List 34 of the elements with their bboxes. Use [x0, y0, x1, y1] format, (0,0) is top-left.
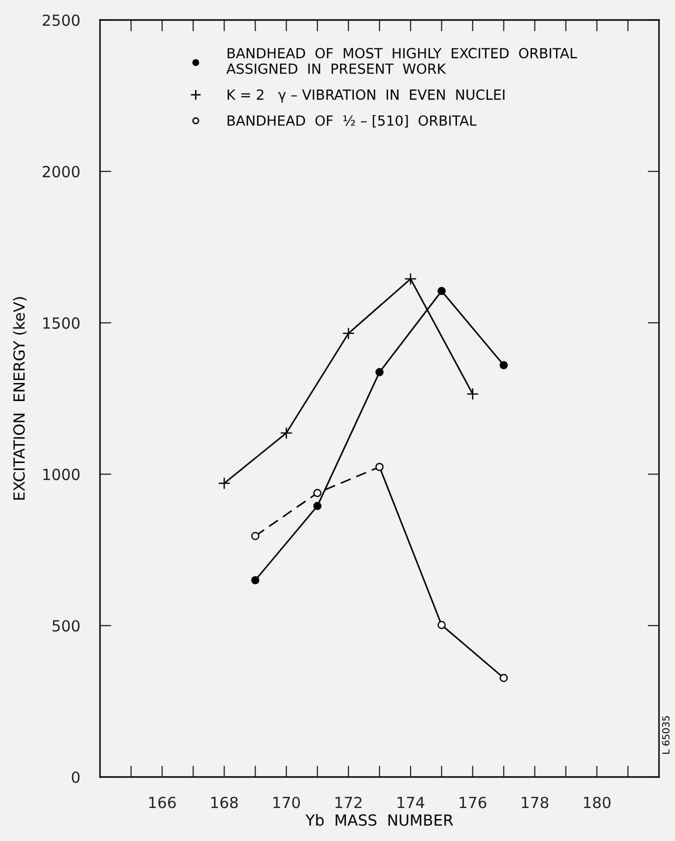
x-tick-label: 168 [211, 796, 238, 808]
y-tick-label: 500 [52, 620, 80, 632]
point [375, 368, 384, 376]
y-axis-title: EXCITATION ENERGY (keV) [13, 297, 27, 500]
x-tick-label: 178 [522, 796, 548, 808]
legend-label: BANDHEAD OF MOST HIGHLY EXCITED ORBITAL ASSIGNED IN PRESENT WORK [226, 48, 578, 74]
point [438, 286, 446, 296]
point [342, 327, 355, 340]
point [500, 674, 508, 682]
y-tick-label: 1000 [43, 468, 80, 480]
legend-label: K = 2 γ – VIBRATION IN EVEN NUCLEI [228, 89, 504, 103]
x-tick-label: 180 [584, 796, 610, 808]
point [313, 488, 322, 498]
x-tick-label: 174 [398, 796, 424, 808]
point [280, 426, 293, 440]
point [251, 576, 260, 584]
text: L 65035 [662, 716, 670, 754]
point [500, 361, 508, 370]
legend-label: BANDHEAD OF ½ – [510] ORBITAL [228, 115, 477, 128]
y-tick-label: 2500 [42, 14, 80, 26]
point [466, 388, 479, 400]
x-axis-title: Yb MASS NUMBER [305, 814, 454, 826]
point [404, 272, 417, 286]
point [313, 502, 322, 510]
y-tick-label: 2000 [42, 166, 80, 178]
x-tick-label: 166 [149, 796, 176, 808]
point [438, 620, 446, 630]
x-tick-label: 172 [336, 796, 362, 808]
point [218, 477, 230, 490]
y-tick-label: 0 [72, 771, 80, 784]
y-tick-label: 1500 [43, 317, 80, 329]
point [251, 532, 260, 540]
x-tick-label: 170 [273, 796, 300, 808]
x-tick-label: 176 [460, 796, 486, 808]
